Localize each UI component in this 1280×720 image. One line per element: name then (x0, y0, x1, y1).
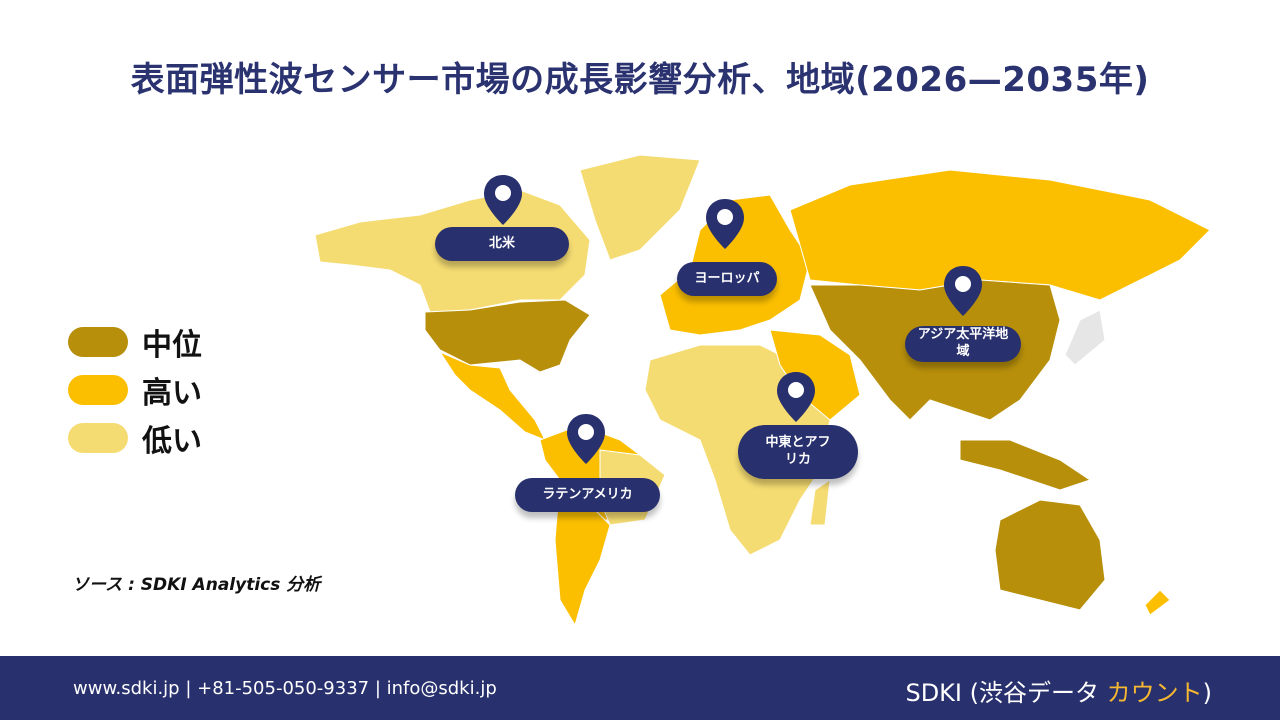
world-map (314, 154, 1211, 627)
region-southeast-asia (959, 439, 1092, 491)
region-label-asia-pacific[interactable]: アジア太平洋地域 (905, 326, 1021, 362)
legend-label: 中位 (142, 328, 202, 363)
region-label-europe[interactable]: ヨーロッパ (677, 262, 777, 296)
map-pin-icon (777, 372, 815, 422)
legend-swatch (68, 375, 128, 405)
brand-accent: カウント (1106, 679, 1203, 707)
legend-item-high: 高い (68, 366, 202, 414)
page-title: 表面弾性波センサー市場の成長影響分析、地域(2026—2035年) (130, 60, 1150, 100)
legend-label: 高い (142, 376, 202, 411)
region-label-latin-america[interactable]: ラテンアメリカ (515, 478, 660, 512)
legend: 中位 高い 低い (68, 318, 202, 462)
region-new-zealand (1144, 589, 1171, 616)
legend-label: 低い (142, 424, 202, 459)
contact-info: www.sdki.jp | +81-505-050-9337 | info@sd… (73, 678, 497, 699)
legend-item-medium: 中位 (68, 318, 202, 366)
map-pin-icon (567, 414, 605, 464)
region-russia (789, 169, 1211, 301)
region-japan (1064, 309, 1106, 366)
legend-item-low: 低い (68, 414, 202, 462)
map-pin-icon (706, 199, 744, 249)
region-label-middle-east-africa[interactable]: 中東とアフリカ (738, 425, 858, 479)
footer: www.sdki.jp | +81-505-050-9337 | info@sd… (0, 656, 1280, 720)
source-note: ソース : SDKI Analytics 分析 (72, 575, 321, 595)
region-label-north-america[interactable]: 北米 (435, 227, 569, 261)
region-middle-east (769, 329, 861, 421)
brand-text: SDKI (渋谷データ (905, 679, 1107, 707)
brand-logo: SDKI (渋谷データ カウント) (905, 673, 1212, 708)
legend-swatch (68, 423, 128, 453)
region-australia (994, 499, 1106, 611)
map-pin-icon (944, 266, 982, 316)
region-madagascar (809, 478, 831, 526)
legend-swatch (68, 327, 128, 357)
brand-end: ) (1202, 679, 1212, 707)
region-greenland (579, 154, 701, 261)
map-pin-icon (484, 175, 522, 225)
region-usa (424, 299, 591, 373)
